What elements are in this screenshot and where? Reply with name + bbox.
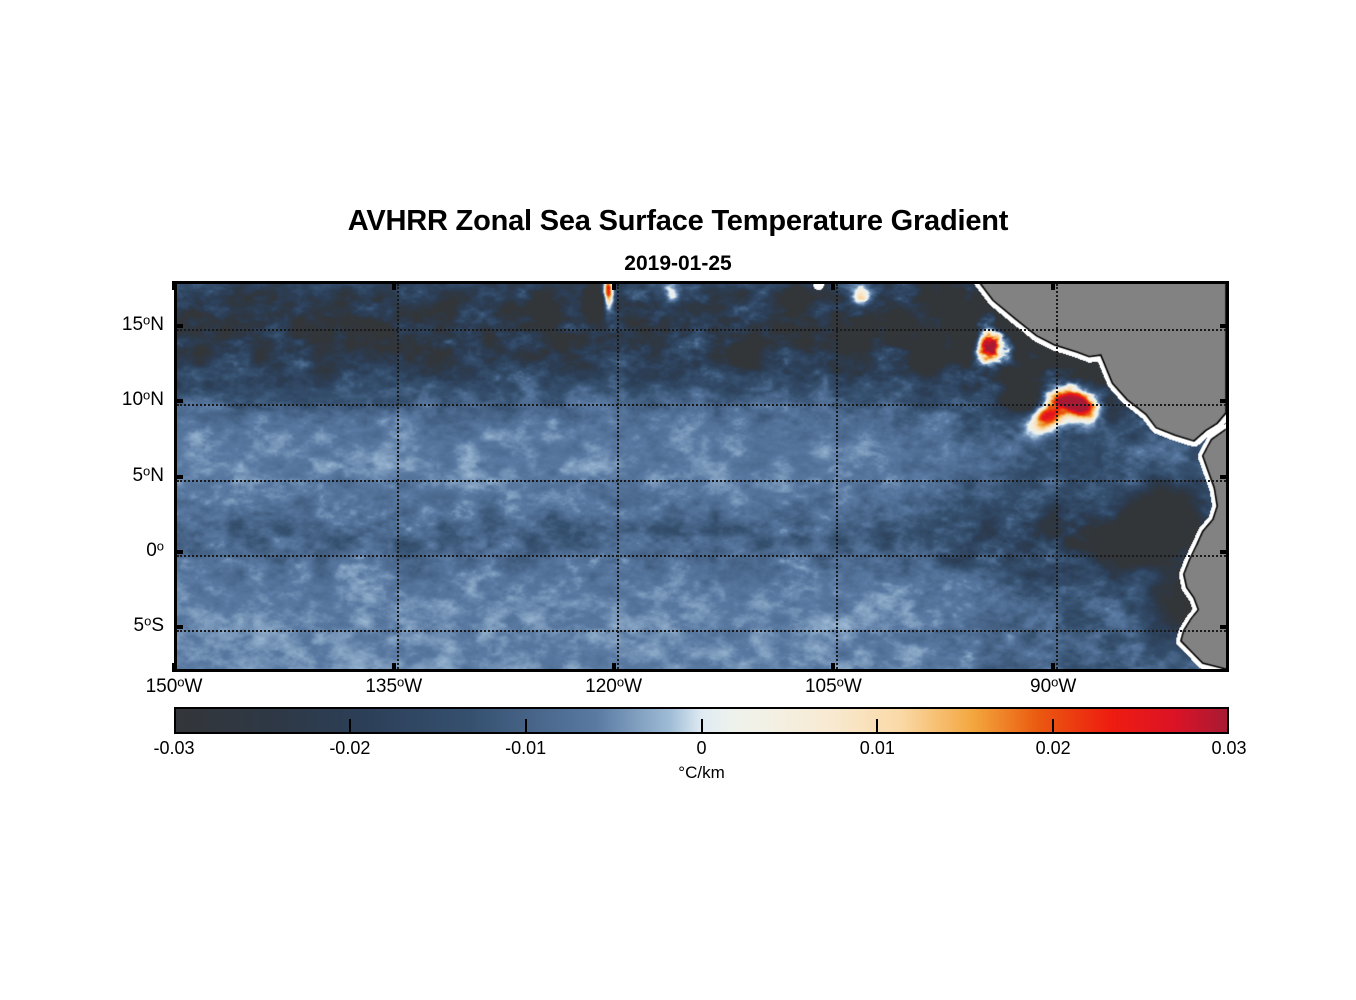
colorbar-tick-label-1: -0.02 — [329, 738, 371, 758]
colorbar-tick-label-5: 0.02 — [1035, 738, 1071, 758]
x-axis-tick-labels: 150oW 135oW 120oW 105oW 90oW — [146, 674, 1229, 706]
colorbar-tick-label-3: 0 — [696, 738, 707, 758]
colorbar-tick-4 — [876, 719, 879, 732]
colorbar-tick-label-0: -0.03 — [153, 738, 195, 758]
ytick-left-3 — [174, 549, 183, 554]
chart-subtitle-date: 2019-01-25 — [624, 252, 732, 275]
x-tick-label-4: 90oW — [1030, 674, 1077, 697]
xtick-top-4 — [1051, 281, 1056, 290]
xtick-bottom-3 — [831, 663, 836, 672]
colorbar-tick-5 — [1052, 719, 1055, 732]
ytick-left-2 — [174, 474, 183, 479]
ytick-left-0 — [174, 324, 183, 329]
colorbar-tick-2 — [524, 719, 527, 732]
colorbar-tick-label-6: 0.03 — [1211, 738, 1247, 758]
y-tick-label-0: 15oN — [121, 312, 164, 336]
x-tick-label-0: 150oW — [145, 674, 203, 697]
colorbar-tick-labels: -0.03 -0.02 -0.01 0 0.01 0.02 0.03 — [153, 738, 1246, 764]
ytick-right-0 — [1220, 324, 1229, 329]
ytick-right-2 — [1220, 474, 1229, 479]
xtick-top-1 — [391, 281, 396, 290]
y-tick-label-2: 5oN — [132, 463, 164, 486]
page-title: AVHRR Zonal Sea Surface Temperature Grad… — [347, 205, 1009, 237]
x-tick-label-2: 120oW — [585, 674, 643, 697]
x-tick-label-1: 135oW — [365, 674, 423, 697]
xtick-top-3 — [831, 281, 836, 290]
ytick-left-4 — [174, 624, 183, 629]
colorbar-tick-label-2: -0.01 — [505, 738, 547, 758]
xtick-bottom-2 — [611, 663, 616, 672]
x-tick-label-3: 105oW — [804, 674, 862, 697]
xtick-bottom-4 — [1051, 663, 1056, 672]
y-tick-label-4: 5oS — [133, 613, 165, 636]
colorbar — [174, 707, 1229, 734]
y-tick-label-3: 0o — [146, 538, 164, 561]
colorbar-tick-1 — [348, 719, 351, 732]
xtick-top-0 — [172, 281, 176, 290]
ytick-right-1 — [1220, 399, 1229, 404]
ytick-right-4 — [1220, 624, 1229, 629]
y-tick-label-1: 10oN — [121, 387, 164, 411]
colorbar-unit-label: °C/km — [678, 763, 725, 782]
sst-gradient-heatmap — [177, 284, 1226, 669]
xtick-bottom-1 — [391, 663, 396, 672]
colorbar-tick-3 — [700, 719, 703, 732]
ytick-left-1 — [174, 399, 183, 404]
ytick-right-3 — [1220, 549, 1229, 554]
map-plot-area — [174, 281, 1229, 672]
colorbar-tick-label-4: 0.01 — [859, 738, 895, 758]
xtick-bottom-0 — [172, 663, 176, 672]
y-axis-tick-labels: 15oN 10oN 5oN 0o 5oS — [40, 281, 164, 672]
xtick-top-2 — [611, 281, 616, 290]
